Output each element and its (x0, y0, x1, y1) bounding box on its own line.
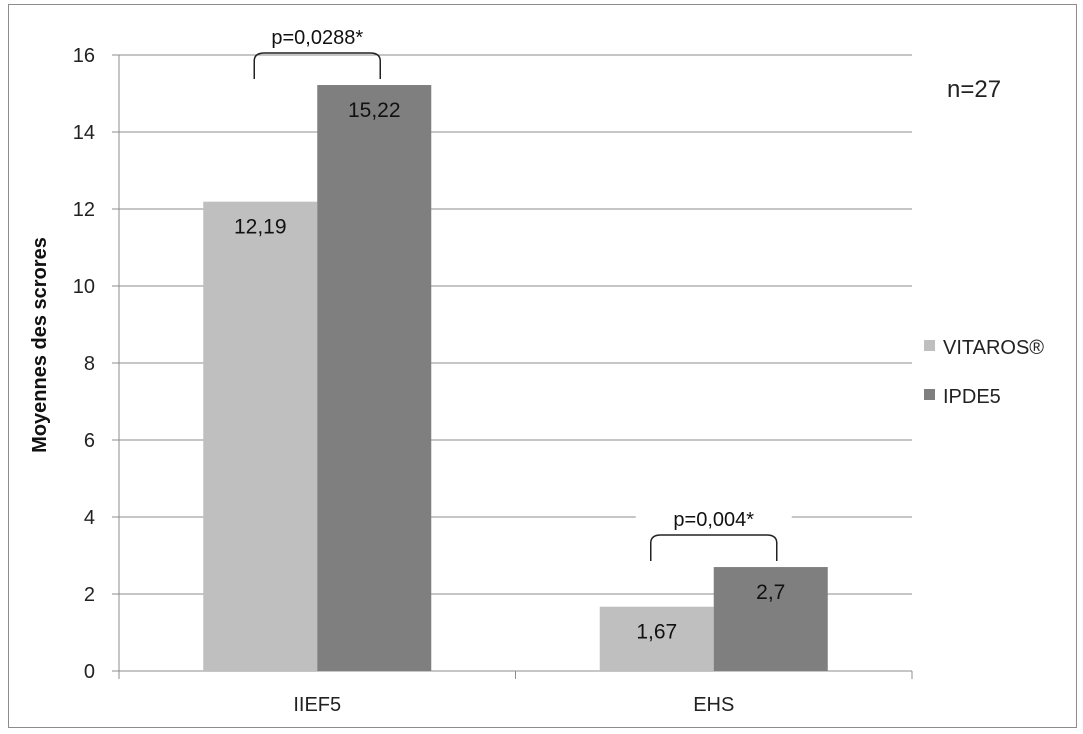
axes: 0 2 4 6 8 10 12 14 16 IIEF5 EHS (73, 45, 913, 716)
y-tick-label: 14 (73, 122, 95, 144)
sample-size-note: n=27 (947, 76, 1001, 103)
legend-label-ipde5: IPDE5 (943, 386, 1001, 408)
y-axis-label: Moyennes des scrores (29, 237, 51, 453)
y-tick-label: 2 (84, 584, 95, 606)
bar-vitaros-ehs (599, 606, 714, 671)
legend-label-vitaros: VITAROS® (943, 337, 1044, 359)
bar-vitaros-iief5 (203, 201, 318, 671)
x-tick-label: EHS (693, 694, 734, 716)
significance-bracket (650, 534, 778, 562)
p-value-annotation: p=0,0288* (271, 27, 363, 49)
data-label: 2,7 (756, 581, 785, 604)
y-tick-label: 0 (84, 661, 95, 683)
significance-bracket (253, 52, 381, 80)
bars (203, 85, 828, 671)
legend: VITAROS® IPDE5 (924, 337, 1044, 408)
y-tick-label: 4 (84, 507, 95, 529)
data-label: 1,67 (636, 621, 677, 644)
data-label: 15,22 (348, 99, 401, 122)
y-tick-label: 8 (84, 353, 95, 375)
bar-ipde5-iief5 (317, 85, 432, 671)
y-tick-label: 10 (73, 276, 95, 298)
data-label: 12,19 (234, 216, 287, 239)
data-labels: 12,19 15,22 1,67 2,7 (234, 99, 785, 644)
bar-ipde5-ehs (713, 567, 828, 671)
y-tick-label: 12 (73, 199, 95, 221)
legend-swatch-vitaros (924, 340, 935, 351)
annotation-background (635, 506, 792, 533)
annotation-background (239, 24, 396, 51)
x-tick-label: IIEF5 (293, 694, 341, 716)
y-tick-label: 6 (84, 430, 95, 452)
annotations: p=0,0288* p=0,004* (239, 24, 792, 562)
y-tick-label: 16 (73, 45, 95, 67)
chart-frame (8, 4, 1077, 728)
legend-swatch-ipde5 (924, 389, 935, 400)
p-value-annotation: p=0,004* (673, 509, 754, 531)
